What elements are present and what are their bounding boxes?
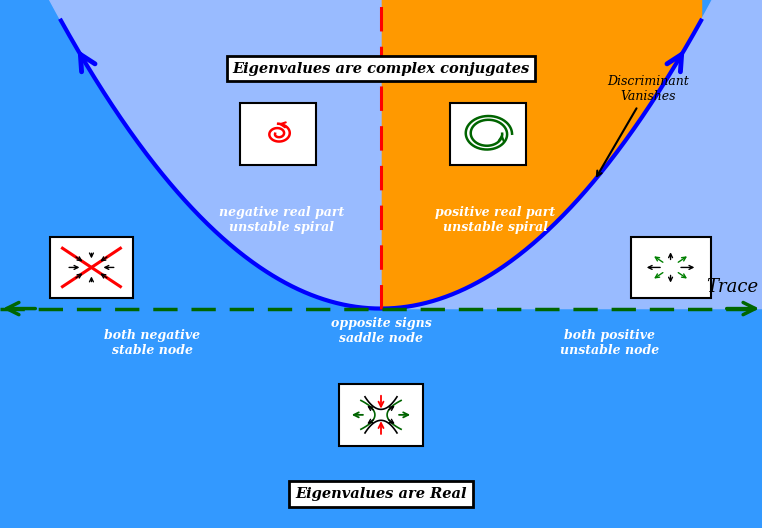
Polygon shape (0, 0, 381, 308)
Text: Eigenvalues are Real: Eigenvalues are Real (295, 487, 467, 501)
FancyBboxPatch shape (240, 103, 316, 165)
FancyBboxPatch shape (450, 103, 526, 165)
FancyBboxPatch shape (339, 384, 423, 446)
Text: Eigenvalues are complex conjugates: Eigenvalues are complex conjugates (232, 62, 530, 76)
FancyBboxPatch shape (50, 237, 133, 298)
Text: opposite signs
saddle node: opposite signs saddle node (331, 317, 431, 345)
Text: Determinant: Determinant (396, 0, 512, 1)
Text: positive real part
unstable spiral: positive real part unstable spiral (435, 206, 555, 234)
Polygon shape (381, 0, 762, 308)
Text: Discriminant
Vanishes: Discriminant Vanishes (597, 75, 689, 176)
Text: Trace: Trace (706, 278, 758, 296)
Text: negative real part
unstable spiral: negative real part unstable spiral (219, 206, 344, 234)
FancyBboxPatch shape (631, 237, 711, 298)
Text: both negative
stable node: both negative stable node (104, 329, 200, 357)
Text: both positive
unstable node: both positive unstable node (560, 329, 659, 357)
